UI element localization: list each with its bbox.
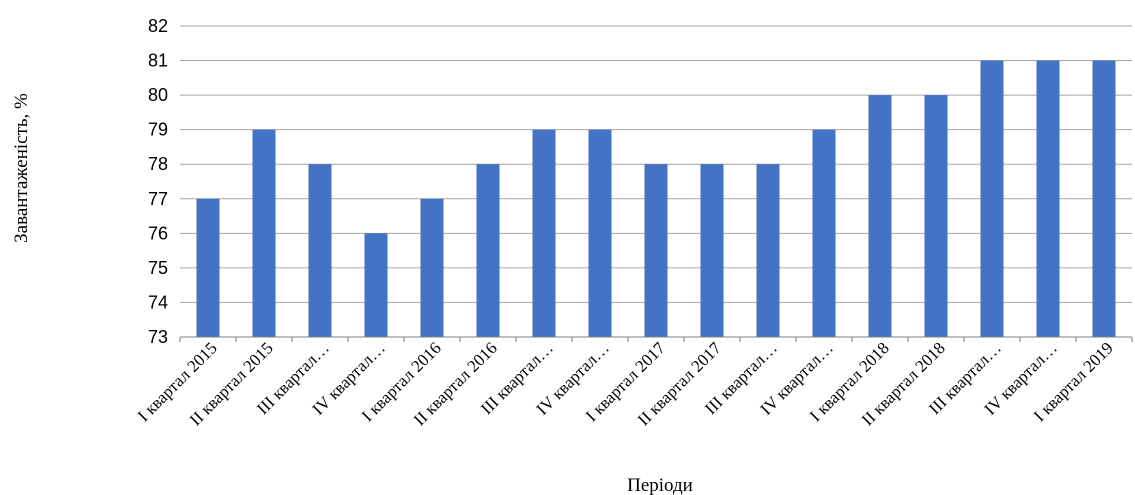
bar	[252, 129, 276, 337]
bar	[1092, 60, 1116, 338]
bar	[364, 233, 388, 337]
bar	[644, 164, 668, 337]
bar	[308, 164, 332, 337]
x-axis-label: Періоди	[627, 475, 693, 495]
bar	[196, 198, 220, 337]
bar	[924, 95, 948, 337]
bar	[532, 129, 556, 337]
y-tick-label: 81	[148, 51, 168, 71]
y-tick-label: 79	[148, 120, 168, 140]
y-tick-label: 77	[148, 189, 168, 209]
bar	[700, 164, 724, 337]
y-axis-label: Завантаженість, %	[11, 93, 32, 243]
bar	[812, 129, 836, 337]
bar	[588, 129, 612, 337]
bar	[1036, 60, 1060, 338]
bar	[420, 198, 444, 337]
bar	[756, 164, 780, 337]
bar	[476, 164, 500, 337]
y-axis-ticks: 73 74 75 76 77 78 79 80 81 82	[148, 16, 168, 347]
y-tick-label: 73	[148, 327, 168, 347]
y-tick-label: 75	[148, 258, 168, 278]
bar	[868, 95, 892, 337]
y-tick-label: 78	[148, 154, 168, 174]
y-tick-label: 82	[148, 16, 168, 36]
bar	[980, 60, 1004, 338]
y-tick-label: 76	[148, 223, 168, 243]
y-tick-label: 80	[148, 85, 168, 105]
y-tick-label: 74	[148, 292, 168, 312]
bars	[196, 60, 1116, 338]
